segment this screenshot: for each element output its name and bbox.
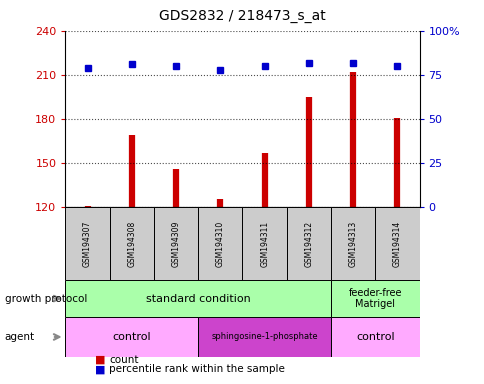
Text: GSM194308: GSM194308 [127, 221, 136, 267]
Text: growth protocol: growth protocol [5, 293, 87, 304]
Text: ■: ■ [94, 364, 105, 374]
Text: GSM194311: GSM194311 [259, 221, 269, 267]
Bar [65, 207, 109, 280]
Text: GSM194313: GSM194313 [348, 221, 357, 267]
Bar [65, 317, 198, 357]
Text: GSM194312: GSM194312 [304, 221, 313, 267]
Text: ■: ■ [94, 355, 105, 365]
Text: GSM194314: GSM194314 [392, 221, 401, 267]
Text: GDS2832 / 218473_s_at: GDS2832 / 218473_s_at [159, 9, 325, 23]
Bar [242, 207, 286, 280]
Text: agent: agent [5, 332, 35, 342]
Text: feeder-free
Matrigel: feeder-free Matrigel [348, 288, 401, 310]
Text: GSM194310: GSM194310 [215, 221, 225, 267]
Bar [375, 207, 419, 280]
Bar [330, 280, 419, 317]
Text: control: control [355, 332, 394, 342]
Text: GSM194307: GSM194307 [83, 221, 92, 267]
Text: control: control [112, 332, 151, 342]
Bar [198, 317, 330, 357]
Bar [330, 207, 375, 280]
Bar [330, 317, 419, 357]
Bar [286, 207, 330, 280]
Bar [65, 280, 330, 317]
Bar [109, 207, 153, 280]
Text: count: count [109, 355, 138, 365]
Text: percentile rank within the sample: percentile rank within the sample [109, 364, 285, 374]
Bar [153, 207, 198, 280]
Text: standard condition: standard condition [146, 293, 250, 304]
Text: sphingosine-1-phosphate: sphingosine-1-phosphate [211, 333, 318, 341]
Bar [198, 207, 242, 280]
Text: GSM194309: GSM194309 [171, 221, 180, 267]
